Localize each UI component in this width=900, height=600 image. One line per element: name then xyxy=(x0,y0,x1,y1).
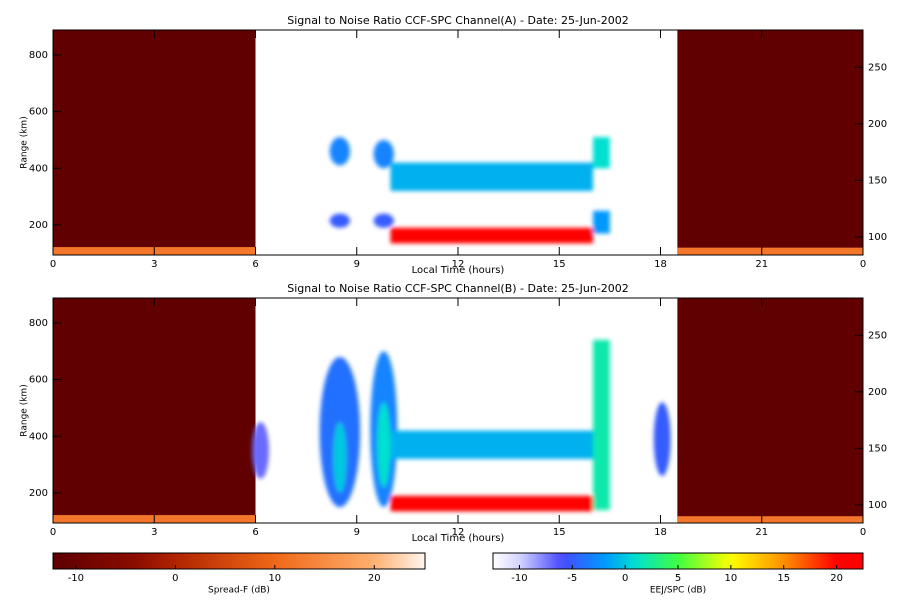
colorbar-tick-label: -5 xyxy=(567,573,577,584)
eej-region xyxy=(373,139,394,169)
x-tick-label: 18 xyxy=(654,259,667,270)
spread_f-region xyxy=(677,30,863,255)
x-tick-label: 15 xyxy=(553,527,566,538)
panel-title: Signal to Noise Ratio CCF-SPC Channel(B)… xyxy=(287,282,629,295)
x-tick-label: 21 xyxy=(755,527,768,538)
colorbar-tick-label: 0 xyxy=(172,573,178,584)
spread_f-region xyxy=(53,30,256,255)
x-axis-label: Local Time (hours) xyxy=(412,533,505,544)
y2-tick-label: 250 xyxy=(868,330,887,341)
x-tick-label: 0 xyxy=(860,527,866,538)
eej-region xyxy=(390,162,593,191)
colorbar xyxy=(52,552,426,570)
eej-region xyxy=(252,422,269,479)
panel-title: Signal to Noise Ratio CCF-SPC Channel(A)… xyxy=(287,14,628,27)
x-tick-label: 6 xyxy=(252,259,258,270)
x-axis-label: Local Time (hours) xyxy=(412,265,505,276)
eej-region xyxy=(329,137,350,166)
colorbar-tick-label: 20 xyxy=(830,573,843,584)
y2-tick-label: 250 xyxy=(868,62,887,73)
y-tick-label: 600 xyxy=(29,107,48,118)
eej-layer xyxy=(329,137,610,244)
spread_f-region xyxy=(677,298,863,523)
eej-layer xyxy=(252,339,671,512)
spread_f-layer xyxy=(53,298,863,523)
colorbar-label: Spread-F (dB) xyxy=(208,586,270,596)
x-tick-label: 18 xyxy=(654,527,667,538)
x-tick-label: 0 xyxy=(860,259,866,270)
spread_f-region xyxy=(677,247,863,255)
heatmap xyxy=(53,30,863,255)
y2-tick-label: 200 xyxy=(868,387,887,398)
colorbar-tick-label: 15 xyxy=(777,573,790,584)
x-tick-label: 9 xyxy=(354,527,360,538)
colorbar-label: EEJ/SPC (dB) xyxy=(650,586,706,596)
eej-region xyxy=(593,210,610,234)
x-tick-label: 6 xyxy=(252,527,258,538)
y2-tick-label: 100 xyxy=(868,500,887,511)
eej-region xyxy=(390,430,593,459)
colorbar-tick-label: 0 xyxy=(622,573,628,584)
x-tick-label: 0 xyxy=(50,259,56,270)
y-tick-label: 400 xyxy=(29,163,48,174)
y-tick-label: 400 xyxy=(29,431,48,442)
x-tick-label: 3 xyxy=(151,259,157,270)
x-tick-label: 15 xyxy=(553,259,566,270)
eej-region xyxy=(377,402,391,488)
x-tick-label: 12 xyxy=(452,527,465,538)
eej-region xyxy=(390,227,593,244)
x-tick-label: 3 xyxy=(151,527,157,538)
eej-region xyxy=(373,213,394,228)
y2-tick-label: 150 xyxy=(868,443,887,454)
spread_f-region xyxy=(53,298,256,523)
spread_f-layer xyxy=(53,30,863,255)
eej-region xyxy=(593,137,610,169)
heatmap xyxy=(53,298,863,523)
colorbar-tick-label: 10 xyxy=(268,573,281,584)
y-tick-label: 200 xyxy=(29,488,48,499)
x-tick-label: 9 xyxy=(354,259,360,270)
eej-region xyxy=(390,495,593,512)
eej-region xyxy=(593,339,610,510)
y2-tick-label: 200 xyxy=(868,119,887,130)
spread_f-region xyxy=(677,516,863,523)
colorbar-tick-label: 10 xyxy=(724,573,737,584)
y-tick-label: 200 xyxy=(29,220,48,231)
y2-tick-label: 150 xyxy=(868,175,887,186)
x-tick-label: 12 xyxy=(452,259,465,270)
colorbar-tick-label: -10 xyxy=(68,573,84,584)
x-tick-label: 21 xyxy=(755,259,768,270)
x-tick-label: 0 xyxy=(50,527,56,538)
colorbar-tick-label: 20 xyxy=(368,573,381,584)
eej-region xyxy=(653,402,671,476)
y-axis-label: Range (km) xyxy=(20,116,30,168)
eej-region xyxy=(329,213,350,228)
eej-region xyxy=(333,422,347,493)
y-tick-label: 800 xyxy=(29,318,48,329)
y2-tick-label: 100 xyxy=(868,232,887,243)
y-axis-label: Range (km) xyxy=(20,384,30,436)
colorbar-tick-label: 5 xyxy=(675,573,681,584)
y-tick-label: 800 xyxy=(29,50,48,61)
colorbar-tick-label: -10 xyxy=(511,573,527,584)
y-tick-label: 600 xyxy=(29,375,48,386)
